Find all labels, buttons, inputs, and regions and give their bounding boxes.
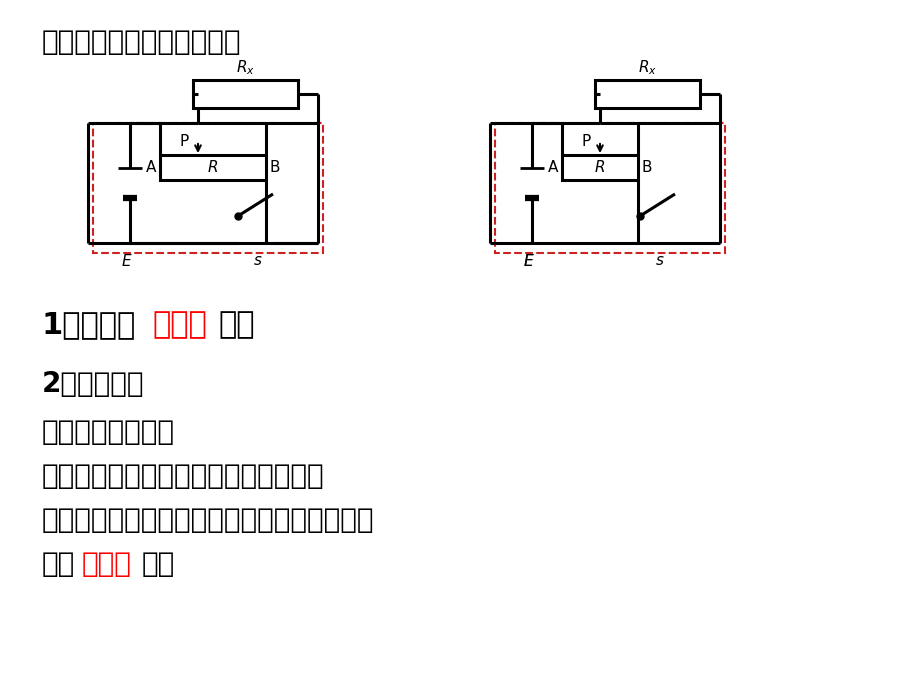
Text: $E$: $E$ bbox=[121, 253, 132, 269]
Text: 限流和分压电路的选取原则: 限流和分压电路的选取原则 bbox=[42, 28, 242, 56]
Text: 须用: 须用 bbox=[42, 550, 75, 578]
Text: s: s bbox=[655, 253, 664, 268]
Bar bbox=[193, 80, 298, 108]
Text: 2、若能满足: 2、若能满足 bbox=[42, 370, 144, 398]
Text: 限流式: 限流式 bbox=[82, 550, 131, 578]
Bar bbox=[494, 123, 724, 253]
Bar bbox=[93, 123, 323, 253]
Bar bbox=[595, 80, 699, 108]
Text: $R_x$: $R_x$ bbox=[236, 58, 255, 77]
Text: A: A bbox=[547, 159, 558, 175]
Text: P: P bbox=[179, 135, 188, 150]
Text: 有效（电表读数超过量程的三分之一）: 有效（电表读数超过量程的三分之一） bbox=[42, 462, 324, 490]
Text: A: A bbox=[145, 159, 156, 175]
Text: $R$: $R$ bbox=[594, 159, 605, 175]
Bar bbox=[160, 155, 266, 180]
Text: $E$: $E$ bbox=[523, 253, 534, 269]
Text: P: P bbox=[581, 135, 590, 150]
Text: B: B bbox=[641, 159, 652, 175]
Text: 1、一般用: 1、一般用 bbox=[42, 310, 136, 339]
Text: $R$: $R$ bbox=[207, 159, 219, 175]
Text: 安全（不超量程）: 安全（不超量程） bbox=[42, 418, 175, 446]
Bar bbox=[562, 155, 637, 180]
Text: $R_x$: $R_x$ bbox=[637, 58, 656, 77]
Text: s: s bbox=[254, 253, 262, 268]
Text: 接法: 接法 bbox=[142, 550, 175, 578]
Text: 接法: 接法 bbox=[218, 310, 255, 339]
Text: 分压式: 分压式 bbox=[152, 310, 207, 339]
Text: B: B bbox=[269, 159, 280, 175]
Text: 便利（滑动变阻器能使电流有较大变化范围）: 便利（滑动变阻器能使电流有较大变化范围） bbox=[42, 506, 374, 534]
Text: $E$: $E$ bbox=[523, 253, 534, 269]
